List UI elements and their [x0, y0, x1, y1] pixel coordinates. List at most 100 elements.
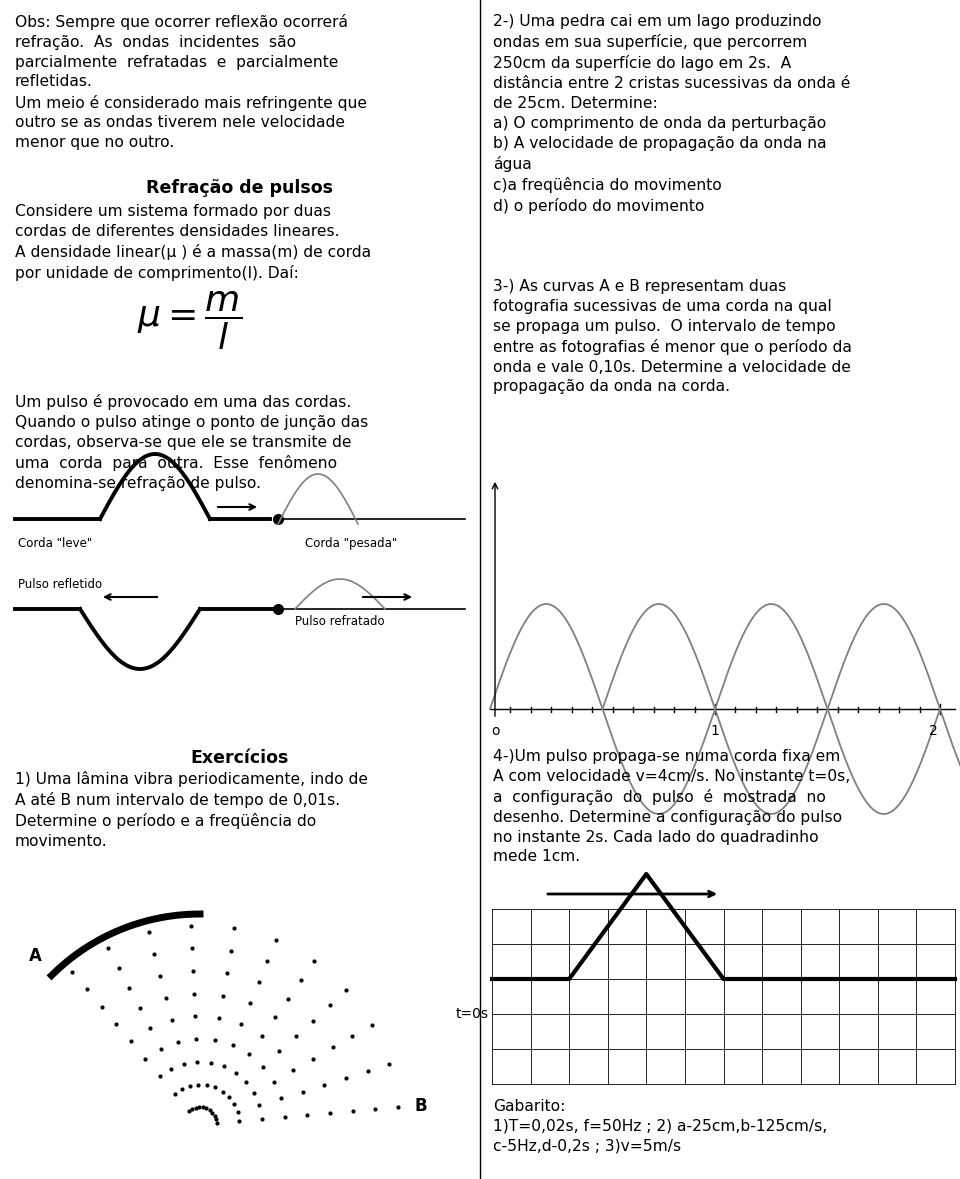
Point: [202, 1101, 217, 1120]
Point: [266, 1072, 281, 1091]
Point: [184, 938, 200, 957]
Point: [390, 1098, 405, 1117]
Point: [187, 1007, 203, 1026]
Text: t=0s: t=0s: [456, 1007, 489, 1021]
Point: [143, 1019, 158, 1038]
Point: [153, 1067, 168, 1086]
Point: [181, 1101, 197, 1120]
Point: [325, 1038, 341, 1056]
Text: Um pulso é provocado em uma das cordas.
Quando o pulso atinge o ponto de junção : Um pulso é provocado em uma das cordas. …: [15, 394, 369, 490]
Text: Corda "leve": Corda "leve": [18, 536, 92, 549]
Point: [204, 1053, 219, 1072]
Point: [141, 923, 156, 942]
Point: [274, 1089, 289, 1108]
Point: [246, 1084, 261, 1102]
Point: [306, 951, 322, 970]
Point: [280, 989, 296, 1008]
Point: [191, 1075, 206, 1094]
Text: Exercícios: Exercícios: [191, 749, 289, 768]
Point: [170, 1033, 185, 1052]
Point: [207, 1078, 223, 1096]
Point: [365, 1015, 380, 1034]
Point: [94, 997, 109, 1016]
Point: [300, 1105, 315, 1124]
Point: [255, 1058, 271, 1076]
Text: Gabarito:
1)T=0,02s, f=50Hz ; 2) a-25cm,b-125cm/s,
c-5Hz,d-0,2s ; 3)v=5m/s: Gabarito: 1)T=0,02s, f=50Hz ; 2) a-25cm,…: [493, 1099, 828, 1153]
Point: [183, 916, 199, 935]
Point: [64, 962, 80, 981]
Point: [322, 996, 337, 1015]
Point: [188, 1099, 204, 1118]
Point: [339, 1068, 354, 1087]
Point: [108, 1015, 124, 1034]
Point: [163, 1060, 179, 1079]
Point: [339, 981, 354, 1000]
Text: 2-) Uma pedra cai em um lago produzindo
ondas em sua superfície, que percorrem
2: 2-) Uma pedra cai em um lago produzindo …: [493, 14, 851, 215]
Point: [277, 1107, 293, 1126]
Text: B: B: [414, 1096, 427, 1114]
Point: [219, 963, 234, 982]
Point: [192, 1098, 207, 1117]
Point: [182, 1076, 198, 1095]
Text: Obs: Sempre que ocorrer reflexão ocorrerá
refração.  As  ondas  incidentes  são
: Obs: Sempre que ocorrer reflexão ocorrer…: [15, 14, 367, 150]
Point: [209, 1113, 225, 1132]
Point: [211, 1008, 227, 1027]
Point: [190, 1053, 205, 1072]
Text: 4-)Um pulso propaga-se numa corda fixa em
A com velocidade v=4cm/s. No instante : 4-)Um pulso propaga-se numa corda fixa e…: [493, 749, 851, 864]
Text: A: A: [29, 948, 42, 966]
Point: [267, 1008, 282, 1027]
Point: [206, 1106, 222, 1125]
Point: [188, 1029, 204, 1048]
Point: [153, 967, 168, 986]
Point: [295, 1082, 310, 1101]
Point: [199, 1075, 214, 1094]
Point: [382, 1055, 397, 1074]
Point: [227, 918, 242, 937]
Point: [177, 1054, 192, 1073]
Point: [323, 1104, 338, 1122]
Point: [199, 1099, 214, 1118]
Point: [238, 1073, 253, 1092]
Point: [259, 953, 275, 971]
Point: [227, 1095, 242, 1114]
Point: [345, 1027, 360, 1046]
Text: o: o: [491, 724, 499, 738]
Text: Considere um sistema formado por duas
cordas de diferentes densidades lineares.
: Considere um sistema formado por duas co…: [15, 204, 372, 282]
Point: [167, 1085, 182, 1104]
Point: [231, 1111, 247, 1129]
Point: [111, 959, 127, 977]
Point: [254, 1027, 270, 1046]
Point: [225, 1036, 240, 1055]
Point: [305, 1049, 321, 1068]
Point: [360, 1061, 375, 1080]
Point: [185, 962, 201, 981]
Point: [241, 1045, 256, 1063]
Text: 1: 1: [710, 724, 719, 738]
Point: [147, 944, 162, 963]
Point: [242, 994, 257, 1013]
Text: Refração de pulsos: Refração de pulsos: [147, 179, 333, 197]
Point: [207, 1030, 223, 1049]
Point: [132, 999, 148, 1017]
Point: [158, 988, 174, 1007]
Point: [215, 1082, 230, 1101]
Text: 3-) As curvas A e B representam duas
fotografia sucessivas de uma corda na qual
: 3-) As curvas A e B representam duas fot…: [493, 279, 852, 395]
Point: [137, 1049, 153, 1068]
Point: [252, 1095, 267, 1114]
Point: [317, 1075, 332, 1094]
Text: Corda "pesada": Corda "pesada": [305, 536, 397, 549]
Point: [254, 1109, 270, 1128]
Point: [293, 970, 308, 989]
Point: [195, 1098, 210, 1117]
Point: [286, 1061, 301, 1080]
Point: [345, 1101, 360, 1120]
Point: [368, 1099, 383, 1118]
Point: [153, 1039, 168, 1058]
Point: [269, 931, 284, 950]
Point: [230, 1102, 246, 1121]
Text: Pulso refletido: Pulso refletido: [18, 578, 102, 591]
Point: [101, 938, 116, 957]
Point: [216, 1058, 231, 1076]
Point: [272, 1042, 287, 1061]
Text: $\mu = \dfrac{m}{l}$: $\mu = \dfrac{m}{l}$: [137, 290, 243, 353]
